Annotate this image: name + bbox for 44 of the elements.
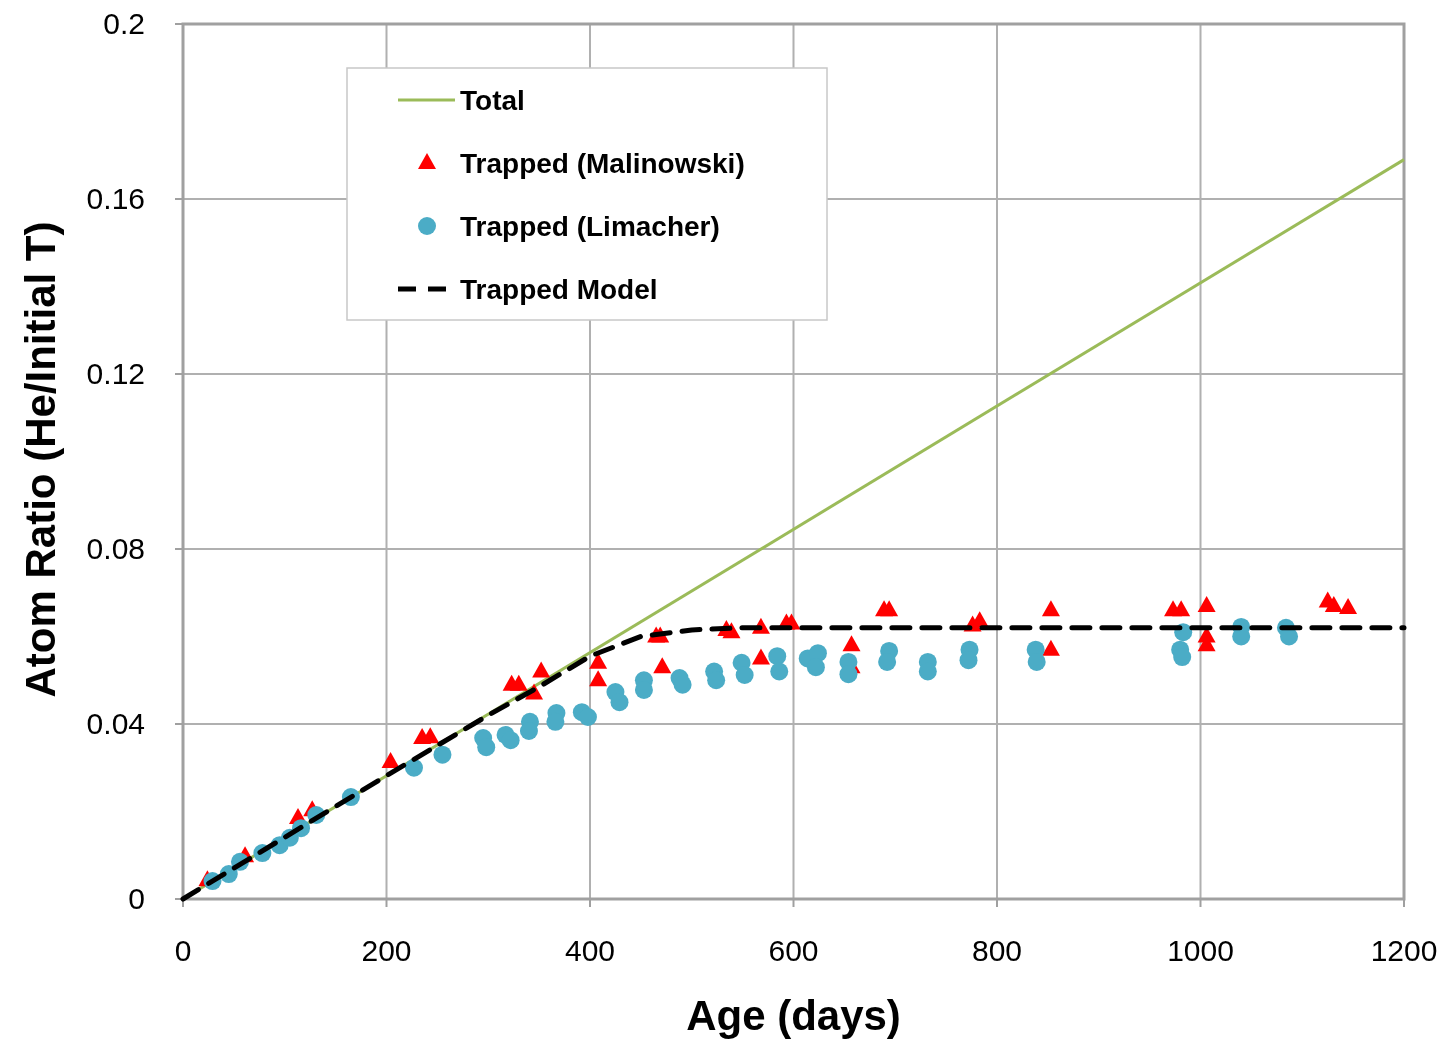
- point: [673, 675, 692, 694]
- legend-label: Total: [460, 85, 525, 116]
- y-tick-label: 0.16: [86, 182, 145, 215]
- point: [610, 693, 629, 712]
- x-tick-label: 1000: [1167, 934, 1234, 967]
- y-tick-label: 0: [128, 882, 145, 915]
- point: [653, 657, 672, 674]
- point: [381, 752, 400, 769]
- point: [751, 648, 770, 665]
- point: [768, 647, 787, 666]
- point: [589, 670, 608, 687]
- legend-label: Trapped (Limacher): [460, 211, 720, 242]
- y-tick-label: 0.12: [86, 357, 145, 390]
- x-tick-label: 0: [174, 934, 192, 967]
- y-tick-label: 0.04: [86, 707, 145, 740]
- x-axis-title: Age (days): [686, 992, 901, 1039]
- point: [770, 662, 789, 681]
- point: [806, 658, 825, 677]
- y-tick-label: 0.2: [103, 7, 145, 40]
- point: [1324, 595, 1343, 612]
- point: [735, 666, 754, 684]
- y-tick-label: 0.08: [86, 532, 145, 565]
- point: [880, 600, 899, 617]
- x-tick-label: 400: [564, 934, 616, 967]
- point: [477, 738, 496, 757]
- point: [1041, 639, 1060, 656]
- point: [1197, 595, 1216, 612]
- point: [532, 661, 551, 678]
- point: [501, 731, 520, 750]
- y-axis-title: Atom Ratio (He/Initial T): [17, 221, 64, 698]
- x-tick-label: 1200: [1370, 934, 1438, 967]
- point: [1172, 600, 1191, 617]
- point: [433, 745, 452, 764]
- legend-label: Trapped Model: [460, 274, 658, 305]
- legend-label: Trapped (Malinowski): [460, 148, 745, 179]
- point: [1339, 598, 1358, 615]
- x-tick-label: 600: [768, 934, 819, 967]
- point: [404, 758, 423, 777]
- point: [509, 674, 528, 691]
- x-tick-label: 200: [361, 934, 412, 967]
- point: [578, 708, 597, 726]
- point: [1041, 600, 1060, 617]
- point: [842, 635, 861, 652]
- x-tick-label: 800: [971, 934, 1023, 967]
